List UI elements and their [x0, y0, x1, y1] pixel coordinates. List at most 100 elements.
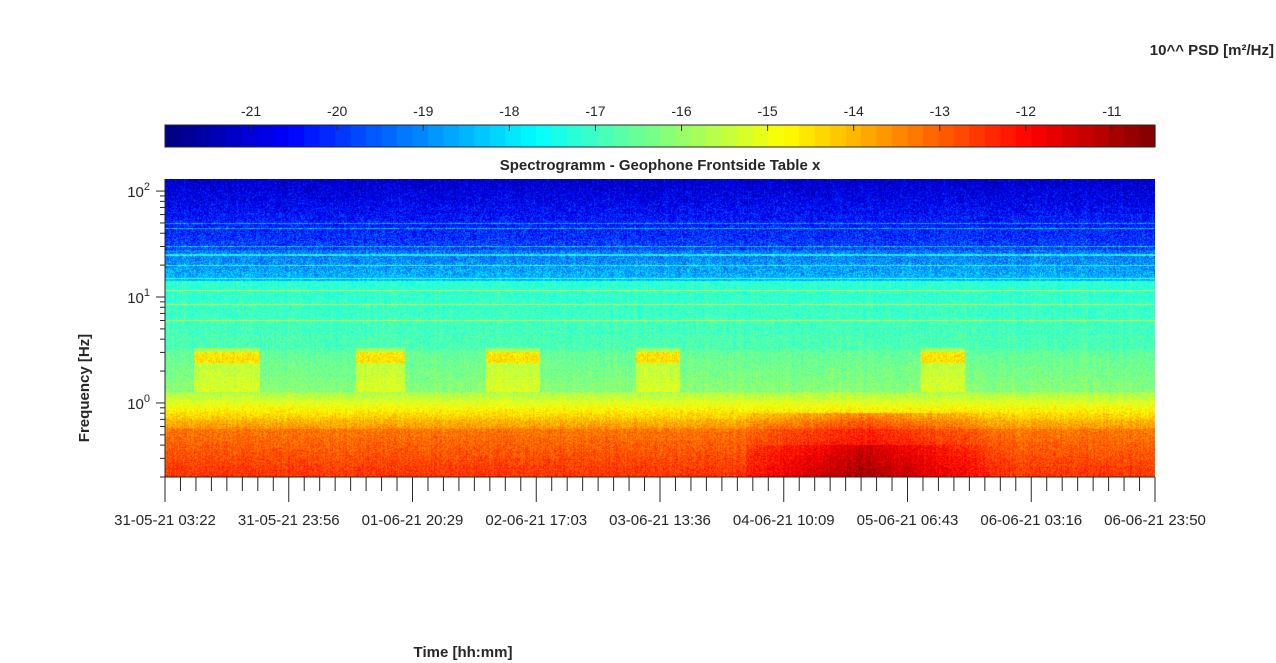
colorbar-cell	[458, 125, 475, 147]
colorbar-cell	[195, 125, 213, 147]
colorbar-cell	[242, 125, 259, 147]
colorbar-cell	[938, 125, 955, 147]
colorbar-cell	[1108, 125, 1125, 147]
colorbar-cell	[381, 125, 398, 147]
x-tick-label: 31-05-21 23:56	[238, 512, 340, 529]
colorbar-gradient	[165, 125, 1156, 147]
colorbar-ticks: -21 -20 -19 -18 -17 -16 -15 -14 -13 -12 -11	[241, 103, 1122, 131]
colorbar-cell	[427, 125, 445, 147]
colorbar-cell	[350, 125, 367, 147]
colorbar-cell	[876, 125, 893, 147]
colorbar-cell	[721, 125, 738, 147]
colorbar-tick-label: -11	[1102, 103, 1121, 119]
colorbar-tick-label: -14	[844, 103, 864, 119]
x-tick-label: 03-06-21 13:36	[609, 512, 711, 529]
colorbar-cell	[644, 125, 661, 147]
x-tick-label: 04-06-21 10:09	[733, 512, 835, 529]
x-tick-label: 06-06-21 03:16	[980, 512, 1082, 529]
colorbar-cell	[1124, 125, 1141, 147]
colorbar-cell	[1139, 125, 1156, 147]
x-tick-label: 31-05-21 03:22	[114, 512, 216, 529]
colorbar-tick-label: -15	[757, 103, 777, 119]
colorbar-tick-label: -20	[327, 103, 347, 119]
colorbar-cell	[551, 125, 568, 147]
colorbar-tick-label: -17	[585, 103, 605, 119]
colorbar-cell	[474, 125, 491, 147]
colorbar-label: 10^^ PSD [m²/Hz]	[1150, 42, 1274, 59]
colorbar-cell	[953, 125, 970, 147]
colorbar-cell	[969, 125, 986, 147]
y-tick-label: 100	[127, 393, 150, 413]
y-tick-label: 101	[127, 287, 150, 307]
colorbar-cell	[273, 125, 290, 147]
colorbar-cell	[737, 125, 754, 147]
colorbar-cell	[165, 125, 182, 147]
colorbar-cell	[520, 125, 537, 147]
spectrogram-plot	[165, 179, 1155, 477]
x-tick-label: 05-06-21 06:43	[857, 512, 959, 529]
colorbar-tick-label: -16	[671, 103, 691, 119]
colorbar-cell	[443, 125, 460, 147]
colorbar-cell	[892, 125, 909, 147]
colorbar-cell	[861, 125, 878, 147]
colorbar-cell	[567, 125, 584, 147]
x-tick-label: 01-06-21 20:29	[362, 512, 464, 529]
colorbar-cell	[922, 125, 940, 147]
colorbar-cell	[319, 125, 336, 147]
colorbar-cell	[1031, 125, 1048, 147]
colorbar-cell	[984, 125, 1001, 147]
colorbar-tick-label: -13	[930, 103, 950, 119]
colorbar-cell	[211, 125, 228, 147]
colorbar-cell	[226, 125, 243, 147]
colorbar-cell	[1046, 125, 1063, 147]
x-axis-ticks: 31-05-21 03:22 31-05-21 23:56 01-06-21 20:…	[114, 477, 1206, 529]
x-axis: 31-05-21 03:22 31-05-21 23:56 01-06-21 20:…	[114, 476, 1206, 529]
colorbar-cell	[304, 125, 321, 147]
colorbar-cell	[257, 125, 274, 147]
colorbar-cell	[1015, 125, 1032, 147]
colorbar-cell	[505, 125, 522, 147]
colorbar-cell	[1077, 125, 1094, 147]
colorbar-cell	[1093, 125, 1110, 147]
colorbar-cell	[752, 125, 769, 147]
colorbar-cell	[1062, 125, 1079, 147]
colorbar-cell	[799, 125, 816, 147]
y-axis: 100 101 102	[127, 179, 166, 478]
y-axis-ticks: 100 101 102	[127, 181, 165, 478]
y-axis-label: Frequency [Hz]	[76, 334, 93, 442]
colorbar-cell	[288, 125, 305, 147]
colorbar-cell	[783, 125, 800, 147]
colorbar-cell	[845, 125, 862, 147]
colorbar-cell	[489, 125, 506, 147]
colorbar-cell	[660, 125, 677, 147]
colorbar-border	[164, 124, 1156, 148]
colorbar-cell	[629, 125, 646, 147]
x-tick-label: 02-06-21 17:03	[485, 512, 587, 529]
y-tick-label: 102	[127, 181, 150, 201]
colorbar-cell	[814, 125, 831, 147]
colorbar-cell	[366, 125, 383, 147]
colorbar-cell	[412, 125, 429, 147]
colorbar-tick-label: -19	[413, 103, 433, 119]
colorbar-tick-label: -21	[241, 103, 261, 119]
colorbar-cell	[582, 125, 599, 147]
colorbar-cell	[397, 125, 414, 147]
chart-title: Spectrogramm - Geophone Frontside Table …	[500, 157, 821, 174]
x-tick-label: 06-06-21 23:50	[1104, 512, 1206, 529]
colorbar-cell	[706, 125, 723, 147]
colorbar: -21 -20 -19 -18 -17 -16 -15 -14 -13 -12 -11	[164, 103, 1156, 148]
colorbar-cell	[613, 125, 630, 147]
colorbar-cell	[907, 125, 924, 147]
colorbar-cell	[536, 125, 553, 147]
colorbar-tick-label: -12	[1016, 103, 1036, 119]
spectrogram-heatmap	[165, 179, 1155, 477]
colorbar-cell	[1000, 125, 1017, 147]
colorbar-cell	[768, 125, 785, 147]
colorbar-tick-label: -18	[499, 103, 519, 119]
colorbar-cell	[675, 125, 692, 147]
colorbar-cell	[690, 125, 708, 147]
colorbar-cell	[598, 125, 615, 147]
x-axis-label: Time [hh:mm]	[414, 644, 513, 661]
colorbar-cell	[830, 125, 847, 147]
